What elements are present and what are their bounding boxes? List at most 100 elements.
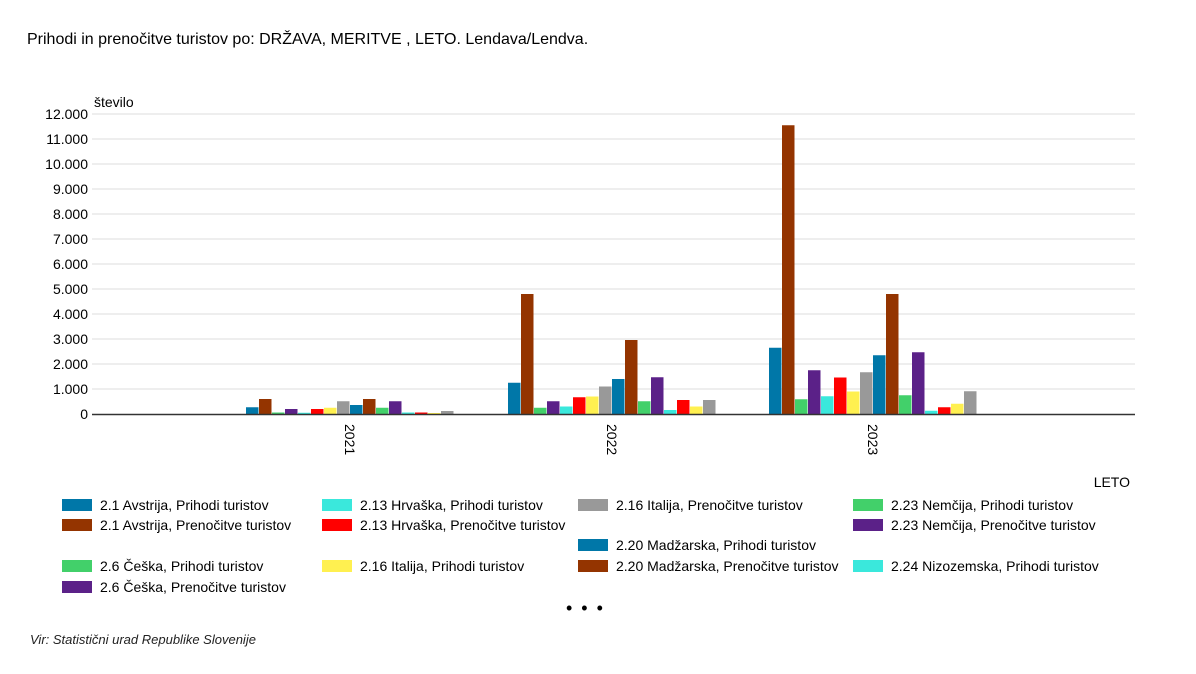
legend-swatch xyxy=(578,560,608,572)
bar xyxy=(246,407,259,414)
legend-item[interactable]: 2.16 Italija, Prihodi turistov xyxy=(322,558,610,575)
y-tick-label: 6.000 xyxy=(53,256,88,272)
bar xyxy=(337,401,350,414)
bar xyxy=(311,409,324,414)
legend-item[interactable]: 2.1 Avstrija, Prenočitve turistov xyxy=(62,517,350,534)
bar xyxy=(612,379,625,414)
y-tick-label: 5.000 xyxy=(53,281,88,297)
bar xyxy=(938,407,951,414)
bar xyxy=(285,409,298,414)
chart-title: Prihodi in prenočitve turistov po: DRŽAV… xyxy=(27,31,589,48)
bar xyxy=(951,403,964,414)
y-tick-label: 3.000 xyxy=(53,331,88,347)
legend-item[interactable]: 2.13 Hrvaška, Prenočitve turistov xyxy=(322,517,610,534)
legend-label: 2.1 Avstrija, Prihodi turistov xyxy=(100,497,269,513)
bar xyxy=(925,410,938,414)
legend-swatch xyxy=(853,499,883,511)
bar-chart: 0 1.000 2.000 3.000 4.000 5.000 6.000 7.000 8.00… xyxy=(45,94,1135,490)
legend-swatch xyxy=(322,499,352,511)
legend-label: 2.23 Nemčija, Prenočitve turistov xyxy=(891,517,1096,533)
y-tick-label: 12.000 xyxy=(45,106,88,122)
bar xyxy=(324,407,337,414)
bar xyxy=(534,407,547,414)
bar xyxy=(376,407,389,414)
legend-swatch xyxy=(853,519,883,531)
x-tick-label: 2023 xyxy=(865,424,881,455)
bar xyxy=(703,400,716,414)
y-axis-label: število xyxy=(94,94,134,110)
bar xyxy=(599,386,612,414)
bar xyxy=(860,372,873,414)
legend-swatch xyxy=(62,581,92,593)
bar xyxy=(847,391,860,414)
y-tick-label: 1.000 xyxy=(53,381,88,397)
legend-item[interactable]: 2.23 Nemčija, Prihodi turistov xyxy=(853,497,1141,514)
legend-label: 2.16 Italija, Prenočitve turistov xyxy=(616,497,803,513)
y-tick-label: 7.000 xyxy=(53,231,88,247)
bar xyxy=(664,410,677,414)
bar xyxy=(363,399,376,414)
legend-item[interactable]: 2.23 Nemčija, Prenočitve turistov xyxy=(853,517,1141,534)
bar xyxy=(834,377,847,414)
bar xyxy=(508,382,521,414)
bar xyxy=(651,377,664,414)
legend-swatch xyxy=(62,519,92,531)
x-tick-label: 2022 xyxy=(604,424,620,455)
legend-label: 2.6 Češka, Prenočitve turistov xyxy=(100,579,286,595)
bar xyxy=(259,399,272,414)
legend-label: 2.20 Madžarska, Prenočitve turistov xyxy=(616,558,839,574)
legend-item[interactable]: 2.24 Nizozemska, Prihodi turistov xyxy=(853,558,1141,575)
legend-item[interactable]: 2.16 Italija, Prenočitve turistov xyxy=(578,497,866,514)
bar xyxy=(625,340,638,414)
legend-swatch xyxy=(322,560,352,572)
bar xyxy=(808,370,821,414)
x-axis-label: LETO xyxy=(1094,474,1130,490)
legend-label: 2.24 Nizozemska, Prihodi turistov xyxy=(891,558,1099,574)
bar xyxy=(873,355,886,414)
bar xyxy=(441,411,454,414)
y-tick-label: 2.000 xyxy=(53,356,88,372)
y-tick-label: 9.000 xyxy=(53,181,88,197)
bar xyxy=(899,395,912,414)
legend-item[interactable]: 2.20 Madžarska, Prihodi turistov xyxy=(578,537,866,554)
bar xyxy=(782,125,795,414)
bar xyxy=(573,397,586,414)
bar xyxy=(350,405,363,414)
legend-item[interactable]: 2.13 Hrvaška, Prihodi turistov xyxy=(322,497,610,514)
legend-swatch xyxy=(578,499,608,511)
bar xyxy=(821,396,834,414)
bar xyxy=(912,352,925,414)
x-tick-label: 2021 xyxy=(342,424,358,455)
bar xyxy=(560,406,573,414)
legend-swatch xyxy=(62,560,92,572)
bar xyxy=(638,401,651,414)
legend-swatch xyxy=(62,499,92,511)
bar xyxy=(389,401,402,414)
y-tick-label: 8.000 xyxy=(53,206,88,222)
legend-label: 2.1 Avstrija, Prenočitve turistov xyxy=(100,517,292,533)
bar xyxy=(428,413,441,414)
bar xyxy=(677,400,690,414)
legend-label: 2.13 Hrvaška, Prihodi turistov xyxy=(360,497,543,513)
legend-swatch xyxy=(322,519,352,531)
legend-label: 2.6 Češka, Prihodi turistov xyxy=(100,558,264,574)
y-tick-label: 4.000 xyxy=(53,306,88,322)
y-tick-label: 0 xyxy=(80,406,88,422)
legend-item[interactable]: 2.1 Avstrija, Prihodi turistov xyxy=(62,497,350,514)
bar xyxy=(795,399,808,414)
legend-item[interactable]: 2.6 Češka, Prihodi turistov xyxy=(62,558,350,575)
bar xyxy=(547,401,560,414)
legend-swatch xyxy=(853,560,883,572)
bar xyxy=(690,406,703,414)
legend-item[interactable]: 2.20 Madžarska, Prenočitve turistov xyxy=(578,558,866,575)
bar xyxy=(402,412,415,414)
legend-swatch xyxy=(578,539,608,551)
legend-label: 2.23 Nemčija, Prihodi turistov xyxy=(891,497,1074,513)
legend-label: 2.20 Madžarska, Prihodi turistov xyxy=(616,537,816,553)
legend-item[interactable]: 2.6 Češka, Prenočitve turistov xyxy=(62,579,350,596)
more-legend-button[interactable]: • • • xyxy=(566,598,605,618)
bar xyxy=(964,391,977,414)
bar xyxy=(886,294,899,414)
source-note: Vir: Statistični urad Republike Slovenij… xyxy=(30,632,256,647)
